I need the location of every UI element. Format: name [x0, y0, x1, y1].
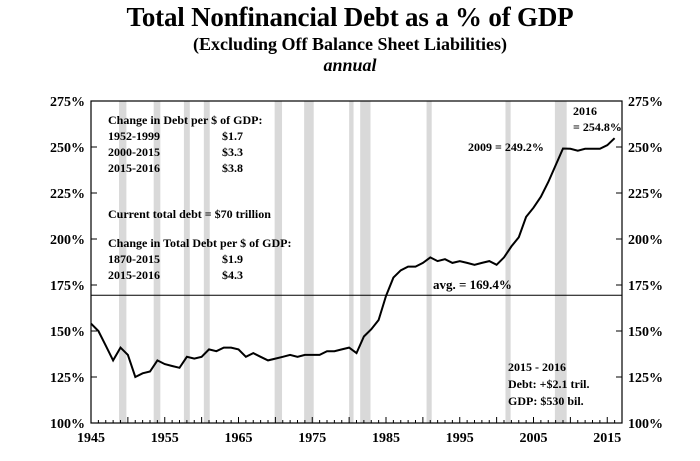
- recession-bar: [203, 101, 210, 423]
- y-tick-label-left: 200%: [50, 233, 85, 248]
- annotation-change-row-2-period: 2000-2015: [108, 145, 160, 159]
- recession-bars: [119, 101, 567, 423]
- y-tick-label-right: 275%: [628, 95, 663, 110]
- recession-bar: [183, 101, 190, 423]
- annotation-change-row-2-value: $3.3: [222, 145, 243, 159]
- annotation-box-line-2: Debt: +$2.1 tril.: [508, 377, 590, 391]
- y-tick-label-left: 100%: [50, 417, 85, 432]
- recession-bar: [426, 101, 432, 423]
- annotation-change-title: Change in Debt per $ of GDP:: [108, 113, 262, 127]
- y-tick-label-right: 250%: [628, 141, 663, 156]
- x-tick-label: 1975: [298, 431, 326, 446]
- annotation-2016-value: = 254.8%: [573, 120, 622, 134]
- y-tick-label-right: 150%: [628, 325, 663, 340]
- y-tick-label-right: 125%: [628, 371, 663, 386]
- x-tick-label: 1995: [446, 431, 474, 446]
- y-axis-left: 100% 125% 150% 175% 200% 225% 250% 275%: [50, 95, 97, 432]
- x-tick-label: 1955: [151, 431, 179, 446]
- recession-bar: [274, 101, 283, 423]
- annotation-change-row-3-period: 2015-2016: [108, 161, 160, 175]
- y-tick-label-left: 250%: [50, 141, 85, 156]
- chart-title: Total Nonfinancial Debt as a % of GDP: [126, 2, 574, 32]
- annotation-2016-year: 2016: [573, 104, 597, 118]
- y-tick-label-left: 125%: [50, 371, 85, 386]
- annotation-box-line-3: GDP: $530 bil.: [508, 394, 584, 408]
- annotation-total-row-2-value: $4.3: [222, 268, 243, 282]
- annotation-change-row-3-value: $3.8: [222, 161, 243, 175]
- x-tick-label: 1985: [372, 431, 400, 446]
- y-tick-label-left: 150%: [50, 325, 85, 340]
- recession-bar: [554, 101, 567, 423]
- y-tick-label-left: 275%: [50, 95, 85, 110]
- y-tick-label-right: 175%: [628, 279, 663, 294]
- annotation-change-row-1-period: 1952-1999: [108, 129, 160, 143]
- x-tick-label: 1965: [225, 431, 253, 446]
- annotation-peak-2009: 2009 = 249.2%: [468, 140, 544, 154]
- annotation-total-row-1-value: $1.9: [222, 252, 243, 266]
- y-tick-label-right: 100%: [628, 417, 663, 432]
- y-tick-label-right: 225%: [628, 187, 663, 202]
- y-tick-label-left: 225%: [50, 187, 85, 202]
- recession-bar: [360, 101, 371, 423]
- annotation-total-change-title: Change in Total Debt per $ of GDP:: [108, 236, 291, 250]
- annotation-box-line-1: 2015 - 2016: [508, 360, 566, 374]
- annotation-average: avg. = 169.4%: [433, 277, 512, 292]
- recession-bar: [119, 101, 127, 423]
- chart-frequency: annual: [323, 55, 377, 75]
- y-tick-label-left: 175%: [50, 279, 85, 294]
- recession-bar: [349, 101, 354, 423]
- x-tick-label: 2015: [593, 431, 621, 446]
- y-tick-label-right: 200%: [628, 233, 663, 248]
- chart-subtitle: (Excluding Off Balance Sheet Liabilities…: [192, 34, 507, 54]
- debt-series-line: [90, 137, 616, 379]
- recession-bar: [505, 101, 511, 423]
- recession-bar: [304, 101, 314, 423]
- y-axis-right: 100% 125% 150% 175% 200% 225% 250% 275%: [616, 95, 663, 432]
- x-axis: 1945 1955 1965 1975 1985 1995 2005 2015: [77, 417, 623, 446]
- annotation-change-row-1-value: $1.7: [222, 129, 243, 143]
- annotation-total-row-2-period: 2015-2016: [108, 268, 160, 282]
- annotation-current-total: Current total debt = $70 trillion: [108, 207, 271, 221]
- x-tick-label: 1945: [77, 431, 105, 446]
- annotation-total-row-1-period: 1870-2015: [108, 252, 160, 266]
- x-tick-label: 2005: [520, 431, 548, 446]
- recession-bar: [153, 101, 161, 423]
